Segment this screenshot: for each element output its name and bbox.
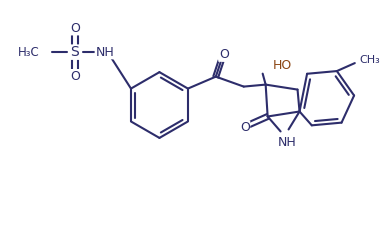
Text: HO: HO: [273, 59, 292, 72]
Text: H₃C: H₃C: [18, 46, 40, 59]
Text: NH: NH: [278, 136, 297, 149]
Text: O: O: [219, 48, 229, 61]
Text: O: O: [240, 121, 249, 134]
Text: O: O: [70, 22, 80, 35]
Text: NH: NH: [95, 46, 114, 59]
Text: S: S: [70, 45, 79, 59]
Text: CH₃: CH₃: [360, 55, 380, 65]
Text: O: O: [70, 70, 80, 83]
